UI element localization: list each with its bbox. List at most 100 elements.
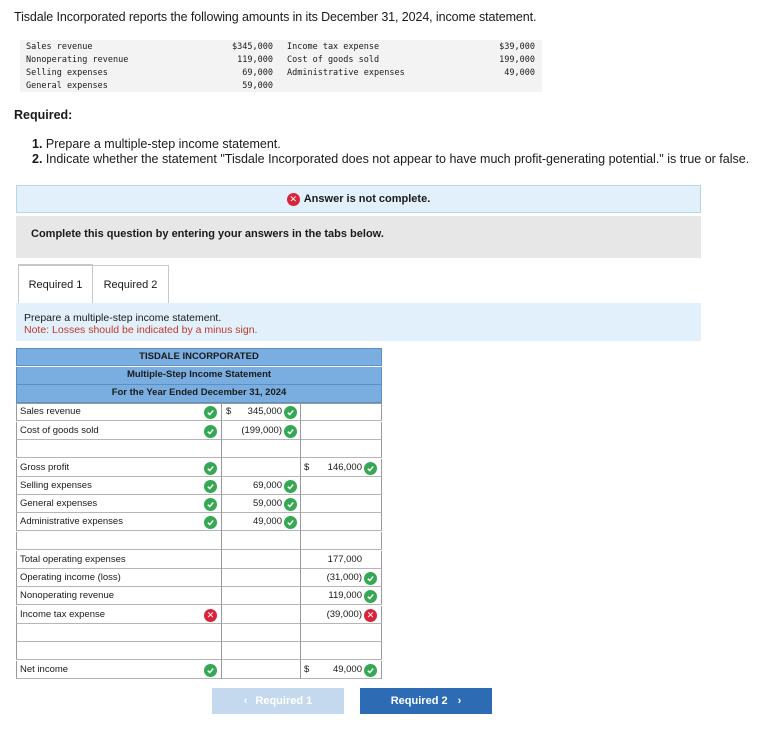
tab-prompt: Prepare a multiple-step income statement…	[16, 303, 701, 341]
incorrect-x-icon: ✕	[364, 609, 377, 622]
statement-row	[16, 440, 382, 458]
statement-row	[16, 642, 382, 660]
requirement-item: 1. Prepare a multiple-step income statem…	[32, 137, 749, 152]
correct-check-icon	[364, 462, 377, 475]
prompt-note: Note: Losses should be indicated by a mi…	[24, 324, 258, 336]
answer-status-text: Answer is not complete.	[303, 193, 431, 205]
correct-check-icon	[364, 664, 377, 677]
correct-check-icon	[364, 572, 377, 585]
given-amount: 69,000	[242, 68, 273, 78]
statement-title: Multiple-Step Income Statement	[16, 367, 382, 385]
statement-row	[16, 513, 382, 531]
correct-check-icon	[204, 462, 217, 475]
answer-status-banner: ✕ Answer is not complete.	[16, 185, 701, 213]
requirement-item: 2. Indicate whether the statement "Tisda…	[32, 152, 749, 167]
correct-check-icon	[364, 590, 377, 603]
prev-tab-button[interactable]: ‹ Required 1	[212, 688, 344, 714]
correct-check-icon	[284, 406, 297, 419]
statement-row	[16, 403, 382, 421]
grid-top-border	[16, 403, 382, 404]
requirement-number: 2.	[32, 152, 43, 166]
amount-input[interactable]: 345,000	[247, 406, 282, 417]
given-amount: 49,000	[504, 68, 535, 78]
chevron-right-icon: ›	[457, 695, 462, 707]
tab-required-2[interactable]: Required 2	[93, 265, 169, 303]
statement-row-label[interactable]: Income tax expense	[20, 609, 106, 620]
statement-row-label[interactable]: Nonoperating revenue	[20, 590, 115, 601]
given-label: Sales revenue	[26, 42, 93, 52]
statement-row	[16, 587, 382, 605]
incorrect-x-icon: ✕	[204, 609, 217, 622]
given-label: Selling expenses	[26, 68, 108, 78]
statement-company: TISDALE INCORPORATED	[16, 348, 382, 366]
statement-row-label[interactable]: Gross profit	[20, 462, 70, 473]
statement-row-label[interactable]: Total operating expenses	[20, 554, 126, 565]
given-amount: $39,000	[499, 42, 535, 52]
error-icon: ✕	[286, 192, 300, 206]
amount-input[interactable]: 69,000	[252, 480, 282, 491]
given-data-table: Sales revenue $345,000 Nonoperating reve…	[20, 40, 542, 92]
given-label: General expenses	[26, 81, 108, 91]
correct-check-icon	[204, 406, 217, 419]
next-tab-button[interactable]: Required 2 ›	[360, 688, 492, 714]
given-amount: 199,000	[499, 55, 535, 65]
statement-row	[16, 551, 382, 569]
correct-check-icon	[204, 516, 217, 529]
statement-row	[16, 422, 382, 440]
amount-input[interactable]: 177,000	[327, 554, 362, 565]
column-divider	[221, 403, 222, 679]
amount-input[interactable]: 49,000	[332, 664, 362, 675]
next-tab-label: Required 2	[390, 695, 448, 707]
tab-required-1[interactable]: Required 1	[18, 265, 93, 303]
given-amount: 59,000	[242, 81, 273, 91]
statement-row	[16, 532, 382, 550]
given-label: Cost of goods sold	[287, 55, 380, 65]
statement-row-label[interactable]: Administrative expenses	[20, 516, 123, 527]
given-label: Administrative expenses	[287, 68, 405, 78]
statement-row	[16, 661, 382, 679]
currency-symbol: $	[304, 664, 310, 675]
statement-row	[16, 606, 382, 624]
statement-row	[16, 624, 382, 642]
correct-check-icon	[284, 498, 297, 511]
correct-check-icon	[204, 498, 217, 511]
amount-input[interactable]: (199,000)	[241, 425, 282, 436]
statement-row-label[interactable]: Sales revenue	[20, 406, 81, 417]
statement-row-label[interactable]: Cost of goods sold	[20, 425, 99, 436]
currency-symbol: $	[226, 406, 232, 417]
statement-row-label[interactable]: General expenses	[20, 498, 98, 509]
prev-tab-label: Required 1	[255, 695, 313, 707]
statement-row	[16, 477, 382, 495]
correct-check-icon	[284, 425, 297, 438]
statement-row-label[interactable]: Operating income (loss)	[20, 572, 121, 583]
column-divider	[300, 403, 301, 679]
given-label: Nonoperating revenue	[26, 55, 129, 65]
correct-check-icon	[284, 480, 297, 493]
requirement-text: Prepare a multiple-step income statement…	[45, 137, 281, 151]
given-amount: 119,000	[237, 55, 273, 65]
chevron-left-icon: ‹	[243, 695, 248, 707]
amount-input[interactable]: (39,000)	[326, 609, 362, 620]
amount-input[interactable]: 146,000	[327, 462, 362, 473]
statement-period: For the Year Ended December 31, 2024	[16, 385, 382, 403]
requirement-number: 1.	[32, 137, 43, 151]
currency-symbol: $	[304, 462, 310, 473]
amount-input[interactable]: (31,000)	[326, 572, 362, 583]
statement-row	[16, 495, 382, 513]
requirement-text: Indicate whether the statement "Tisdale …	[45, 152, 750, 166]
given-label: Income tax expense	[287, 42, 380, 52]
correct-check-icon	[204, 480, 217, 493]
prompt-text: Prepare a multiple-step income statement…	[24, 312, 222, 324]
statement-row	[16, 569, 382, 587]
problem-intro: Tisdale Incorporated reports the followi…	[14, 10, 537, 24]
statement-row-label[interactable]: Net income	[20, 664, 69, 675]
amount-input[interactable]: 59,000	[252, 498, 282, 509]
correct-check-icon	[204, 664, 217, 677]
correct-check-icon	[204, 425, 217, 438]
amount-input[interactable]: 119,000	[328, 590, 362, 601]
required-heading: Required:	[14, 108, 73, 122]
amount-input[interactable]: 49,000	[252, 516, 282, 527]
statement-row	[16, 459, 382, 477]
given-amount: $345,000	[232, 42, 273, 52]
statement-row-label[interactable]: Selling expenses	[20, 480, 92, 491]
